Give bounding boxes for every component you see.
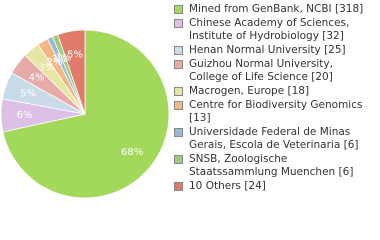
legend-label: Universidade Federal de Minas Gerais, Es… <box>189 126 359 151</box>
slice-label: 1% <box>52 54 68 65</box>
legend-swatch <box>174 60 183 69</box>
slice-label: 1% <box>56 52 72 63</box>
legend-swatch <box>174 46 183 55</box>
legend-item: Centre for Biodiversity Genomics [13] <box>174 99 374 125</box>
pie: 68%6%5%4%3%2%1%1%5% <box>0 29 170 199</box>
legend-swatch <box>174 19 183 28</box>
slice-label: 2% <box>47 57 63 68</box>
legend-item: 10 Others [24] <box>174 180 374 193</box>
legend-item: Chinese Academy of Sciences, Institute o… <box>174 17 374 43</box>
legend-label: Centre for Biodiversity Genomics [13] <box>189 99 363 124</box>
legend-swatch <box>174 182 183 191</box>
legend-swatch <box>174 155 183 164</box>
legend-item: Henan Normal University [25] <box>174 44 374 57</box>
legend-swatch <box>174 128 183 137</box>
pie-slice <box>57 29 86 115</box>
legend-item: SNSB, Zoologische Staatssammlung Muenche… <box>174 153 374 179</box>
legend-label: Henan Normal University [25] <box>189 44 346 56</box>
legend-item: Guizhou Normal University, College of Li… <box>174 58 374 84</box>
legend-label: Macrogen, Europe [18] <box>189 85 310 97</box>
legend-label: 10 Others [24] <box>189 180 266 192</box>
slice-label: 6% <box>17 110 33 121</box>
slice-label: 4% <box>29 73 45 84</box>
legend-label: SNSB, Zoologische Staatssammlung Muenche… <box>189 153 354 178</box>
legend-swatch <box>174 101 183 110</box>
legend-item: Macrogen, Europe [18] <box>174 85 374 98</box>
slice-label: 3% <box>38 63 54 74</box>
slice-label: 68% <box>121 147 143 158</box>
legend-label: Mined from GenBank, NCBI [318] <box>189 3 364 15</box>
legend-item: Mined from GenBank, NCBI [318] <box>174 3 374 16</box>
legend-swatch <box>174 87 183 96</box>
slice-label: 5% <box>67 49 83 60</box>
legend-item: Universidade Federal de Minas Gerais, Es… <box>174 126 374 152</box>
legend: Mined from GenBank, NCBI [318] Chinese Ac… <box>174 3 374 194</box>
pie-slice <box>2 29 170 199</box>
legend-label: Guizhou Normal University, College of Li… <box>189 58 333 83</box>
slice-label: 5% <box>20 88 36 99</box>
legend-label: Chinese Academy of Sciences, Institute o… <box>189 17 350 42</box>
legend-swatch <box>174 5 183 14</box>
